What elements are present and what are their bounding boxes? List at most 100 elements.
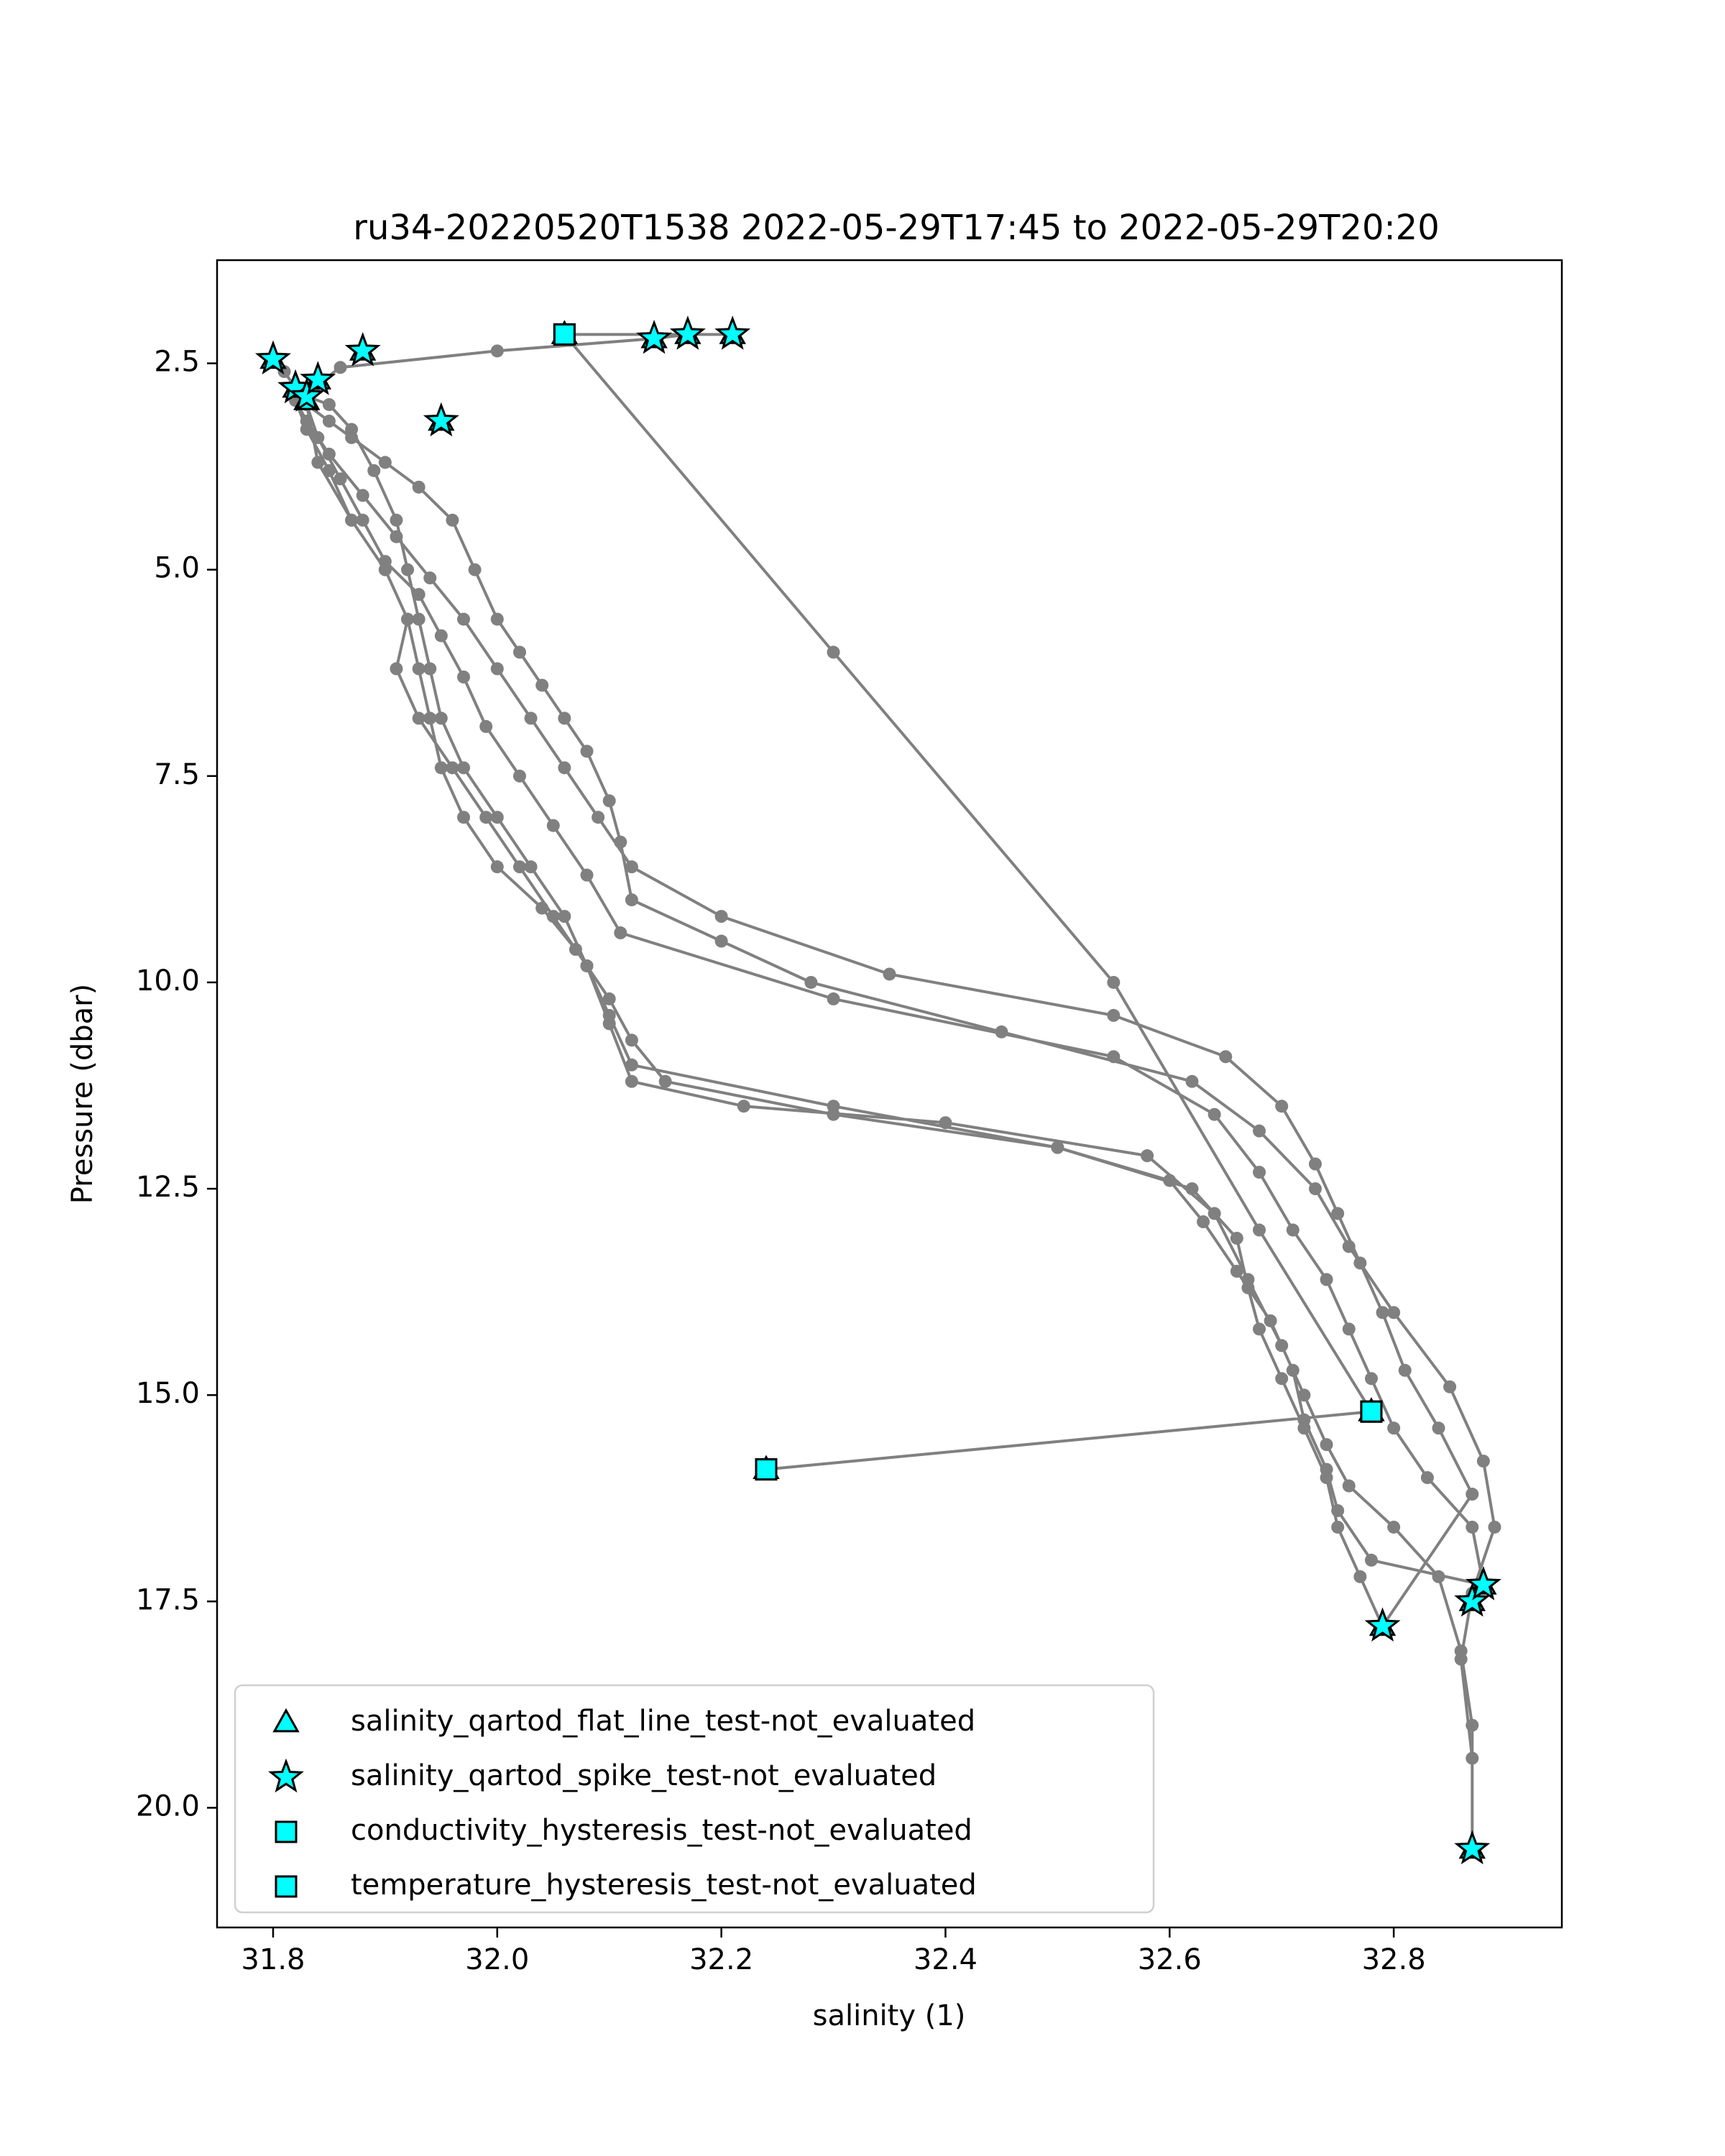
profile-point bbox=[512, 645, 526, 659]
profile-point bbox=[1432, 1422, 1445, 1435]
profile-point bbox=[625, 1074, 638, 1088]
profile-point bbox=[423, 662, 437, 676]
profile-point bbox=[390, 662, 403, 676]
chart-title: ru34-20220520T1538 2022-05-29T17:45 to 2… bbox=[353, 208, 1440, 248]
profile-point bbox=[1308, 1182, 1322, 1196]
profile-point bbox=[1051, 1141, 1064, 1154]
profile-point bbox=[322, 464, 336, 477]
legend-markers bbox=[268, 1708, 304, 1898]
x-tick-label: 32.0 bbox=[465, 1943, 529, 1976]
profile-point bbox=[625, 860, 638, 874]
flag-marker-square bbox=[1360, 1400, 1383, 1423]
profile-point bbox=[512, 860, 526, 874]
profile-point bbox=[1342, 1322, 1356, 1336]
profile-point bbox=[412, 662, 426, 676]
profile-point bbox=[367, 464, 381, 477]
profile-point bbox=[1253, 1322, 1266, 1336]
flag-marker-square bbox=[755, 1458, 778, 1481]
profile-point bbox=[490, 612, 504, 626]
profile-point bbox=[1275, 1372, 1289, 1386]
profile-point bbox=[434, 629, 448, 642]
flag-marker-star bbox=[423, 402, 459, 437]
profile-point bbox=[524, 860, 538, 874]
profile-point bbox=[378, 555, 392, 568]
profile-point bbox=[412, 711, 426, 725]
profile-point bbox=[1275, 1339, 1289, 1353]
profile-point bbox=[1488, 1520, 1501, 1534]
x-tick-label: 32.6 bbox=[1138, 1943, 1202, 1976]
profile-point bbox=[558, 711, 571, 725]
profile-point bbox=[1476, 1455, 1490, 1468]
profile-point bbox=[322, 397, 336, 411]
profile-point bbox=[1185, 1182, 1199, 1196]
profile-point bbox=[356, 489, 369, 502]
profile-point bbox=[1364, 1553, 1378, 1567]
profile-point bbox=[322, 447, 336, 461]
legend-label-conductivity-hysteresis: conductivity_hysteresis_test-not_evaluat… bbox=[351, 1814, 972, 1847]
profile-point bbox=[1320, 1462, 1333, 1476]
legend-box bbox=[234, 1684, 1155, 1914]
profile-point bbox=[1454, 1644, 1468, 1658]
flag-marker-star bbox=[714, 315, 751, 350]
profile-point bbox=[1387, 1306, 1401, 1319]
profile-point bbox=[714, 934, 728, 948]
profile-point bbox=[592, 811, 605, 824]
profile-point bbox=[490, 344, 504, 358]
y-tick-label: 5.0 bbox=[154, 552, 200, 585]
profile-point bbox=[446, 513, 459, 527]
profile-point bbox=[334, 361, 347, 374]
profile-point bbox=[1387, 1520, 1401, 1534]
profile-point bbox=[1264, 1314, 1277, 1327]
profile-point bbox=[401, 612, 415, 626]
profile-point bbox=[412, 612, 426, 626]
x-tick-label: 31.8 bbox=[241, 1943, 305, 1976]
profile-point bbox=[1353, 1570, 1367, 1583]
profile-point bbox=[1141, 1149, 1154, 1163]
profile-point bbox=[345, 513, 359, 527]
profile-point bbox=[625, 893, 638, 907]
profile-point bbox=[401, 563, 415, 576]
profile-point bbox=[558, 910, 571, 923]
profile-point bbox=[322, 414, 336, 428]
profile-point bbox=[1398, 1363, 1412, 1377]
profile-point bbox=[1286, 1363, 1300, 1377]
profile-point bbox=[468, 563, 482, 576]
legend-marker-triangle bbox=[272, 1708, 300, 1733]
profile-point bbox=[535, 678, 549, 692]
flag-marker-star bbox=[1454, 1583, 1491, 1617]
flag-marker-star bbox=[1465, 1566, 1501, 1600]
profile-point bbox=[580, 745, 594, 758]
profile-point bbox=[569, 943, 582, 957]
profile-point bbox=[1286, 1223, 1300, 1237]
profile-point bbox=[1253, 1166, 1266, 1179]
profile-point bbox=[1107, 1008, 1121, 1022]
flag-marker-star bbox=[344, 331, 381, 367]
profile-point bbox=[804, 975, 818, 989]
data-layer bbox=[254, 315, 1501, 1865]
profile-point bbox=[1230, 1264, 1243, 1278]
profile-point bbox=[457, 761, 471, 775]
profile-point bbox=[1163, 1174, 1177, 1187]
profile-point bbox=[625, 1058, 638, 1072]
flag-marker-star bbox=[1454, 1830, 1491, 1865]
profile-point bbox=[378, 456, 392, 469]
profile-point bbox=[1353, 1256, 1367, 1270]
profile-point bbox=[827, 1100, 840, 1113]
y-tick-label: 20.0 bbox=[136, 1789, 200, 1823]
profile-point bbox=[1297, 1388, 1311, 1402]
profile-point bbox=[614, 926, 627, 940]
profile-point bbox=[883, 967, 896, 981]
profile-point bbox=[479, 719, 493, 733]
profile-point bbox=[1342, 1240, 1356, 1253]
y-axis-ticks: 2.5 5.0 7.5 10.0 12.5 15.0 17.5 20.0 bbox=[136, 346, 217, 1823]
profile-point bbox=[1466, 1718, 1479, 1732]
profile-point bbox=[1107, 1050, 1121, 1064]
legend-label-flat-line: salinity_qartod_flat_line_test-not_evalu… bbox=[351, 1705, 975, 1738]
profile-point bbox=[1185, 1074, 1199, 1088]
profile-point bbox=[1320, 1273, 1333, 1286]
profile-point bbox=[423, 711, 437, 725]
profile-point bbox=[1241, 1281, 1255, 1294]
profile-point bbox=[1331, 1520, 1345, 1534]
profile-point bbox=[1466, 1488, 1479, 1501]
